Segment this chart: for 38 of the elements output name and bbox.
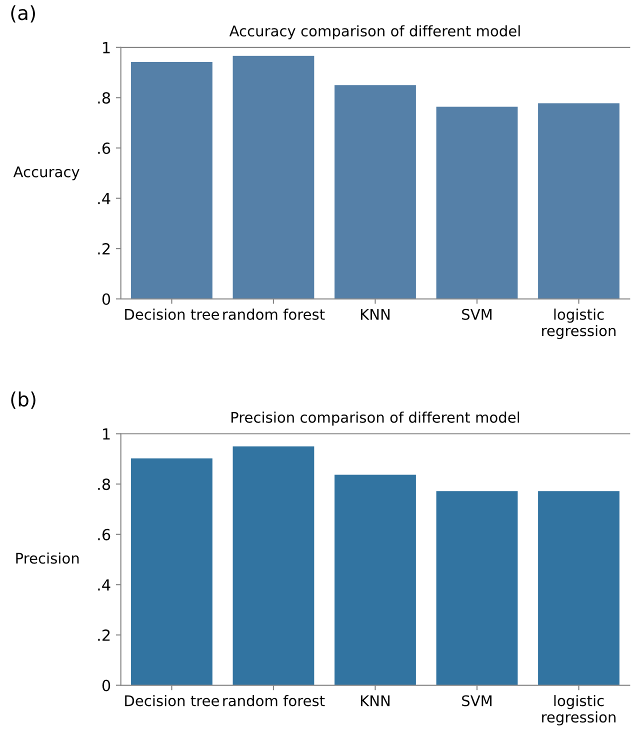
chart-title: Accuracy comparison of different model	[229, 25, 520, 40]
text: (b)	[11, 392, 36, 409]
y-tick-label: .6	[98, 528, 110, 540]
y-tick-label: .2	[98, 243, 110, 254]
x-tick-label: SVM	[462, 695, 492, 706]
chart-title: Precision comparison of different model	[231, 412, 520, 426]
bar	[436, 106, 518, 299]
x-tick-label: Decision tree	[125, 694, 219, 706]
x-tick-label: SVM	[462, 308, 492, 320]
x-tick-label: Decision tree	[125, 308, 219, 320]
y-tick-label: 0	[102, 293, 110, 305]
y-tick-label: 0	[102, 680, 110, 692]
x-tick-label: KNN	[360, 309, 390, 320]
y-axis-title: Accuracy	[13, 166, 80, 180]
bar	[538, 103, 620, 299]
y-tick-label: .8	[98, 478, 110, 490]
x-tick-label: logistic regression	[542, 694, 616, 726]
text: (a)	[11, 5, 35, 23]
bar	[538, 491, 620, 686]
bar	[334, 85, 416, 299]
y-tick-label: .6	[98, 142, 110, 154]
y-tick-label: .4	[98, 192, 110, 204]
bar	[232, 56, 314, 299]
bar	[232, 446, 314, 686]
y-axis-title: Precision	[16, 552, 79, 564]
x-tick-label: random forest	[223, 694, 325, 706]
x-tick-label: KNN	[360, 695, 390, 706]
y-tick-label: 1	[103, 42, 110, 54]
y-tick-label: .2	[98, 629, 110, 641]
y-tick-label: .4	[98, 579, 110, 590]
y-tick-label: 1	[103, 428, 110, 440]
bar	[436, 491, 518, 686]
bar	[131, 458, 212, 686]
bar	[131, 62, 212, 299]
x-tick-label: random forest	[223, 308, 325, 320]
x-tick-label: logistic regression	[542, 308, 616, 340]
bar	[334, 474, 416, 686]
y-tick-label: .8	[98, 92, 110, 104]
